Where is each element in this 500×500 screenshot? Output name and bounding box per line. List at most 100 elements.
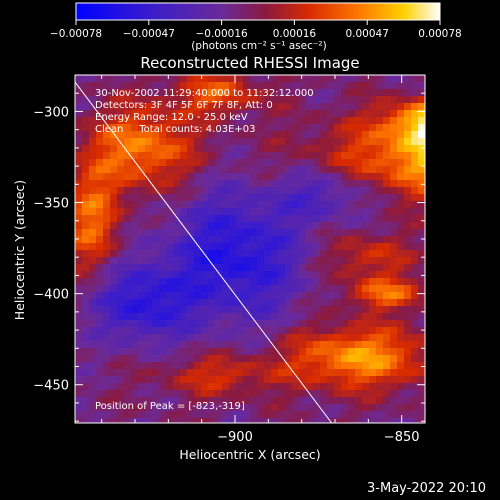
- heatmap-cell: [96, 124, 104, 132]
- heatmap-cell: [355, 411, 363, 419]
- heatmap-cell: [250, 397, 258, 405]
- heatmap-cell: [201, 299, 209, 307]
- heatmap-cell: [96, 313, 104, 321]
- heatmap-cell: [166, 180, 174, 188]
- heatmap-cell: [110, 82, 118, 90]
- heatmap-cell: [117, 327, 125, 335]
- heatmap-cell: [222, 250, 230, 258]
- heatmap-cell: [369, 180, 377, 188]
- heatmap-cell: [341, 222, 349, 230]
- heatmap-cell: [334, 299, 342, 307]
- heatmap-cell: [208, 187, 216, 195]
- heatmap-cell: [82, 397, 90, 405]
- heatmap-cell: [89, 327, 97, 335]
- heatmap-cell: [75, 103, 83, 111]
- heatmap-cell: [348, 173, 356, 181]
- heatmap-cell: [355, 201, 363, 209]
- heatmap-cell: [152, 278, 160, 286]
- heatmap-cell: [418, 397, 425, 405]
- heatmap-cell: [285, 271, 293, 279]
- heatmap-cell: [215, 320, 223, 328]
- heatmap-cell: [152, 264, 160, 272]
- heatmap-cell: [173, 208, 181, 216]
- heatmap-cell: [236, 138, 244, 146]
- heatmap-cell: [208, 229, 216, 237]
- heatmap-cell: [138, 82, 146, 90]
- heatmap-cell: [110, 124, 118, 132]
- heatmap-cell: [243, 418, 251, 423]
- heatmap-cell: [299, 138, 307, 146]
- heatmap-cell: [82, 138, 90, 146]
- heatmap-cell: [89, 418, 97, 423]
- heatmap-cell: [124, 390, 132, 398]
- heatmap-cell: [250, 229, 258, 237]
- heatmap-cell: [166, 159, 174, 167]
- heatmap-cell: [117, 320, 125, 328]
- heatmap-cell: [390, 110, 398, 118]
- heatmap-cell: [313, 397, 321, 405]
- colorbar-tick-label: −0.00047: [123, 28, 175, 40]
- heatmap-cell: [201, 334, 209, 342]
- heatmap-cell: [250, 180, 258, 188]
- heatmap-cell: [418, 271, 425, 279]
- heatmap-cell: [278, 355, 286, 363]
- heatmap-cell: [103, 327, 111, 335]
- heatmap-cell: [229, 271, 237, 279]
- heatmap-cell: [131, 180, 139, 188]
- heatmap-cell: [103, 110, 111, 118]
- heatmap-cell: [236, 159, 244, 167]
- heatmap-cell: [208, 278, 216, 286]
- heatmap-cell: [348, 82, 356, 90]
- heatmap-cell: [411, 418, 419, 423]
- heatmap-cell: [334, 229, 342, 237]
- heatmap-cell: [131, 145, 139, 153]
- heatmap-cell: [334, 369, 342, 377]
- heatmap-cell: [166, 397, 174, 405]
- heatmap-cell: [383, 355, 391, 363]
- heatmap-cell: [166, 243, 174, 251]
- heatmap-cell: [341, 369, 349, 377]
- heatmap-cell: [348, 229, 356, 237]
- heatmap-cell: [250, 243, 258, 251]
- heatmap-cell: [215, 159, 223, 167]
- heatmap-cell: [96, 82, 104, 90]
- heatmap-cell: [250, 222, 258, 230]
- heatmap-cell: [145, 327, 153, 335]
- heatmap-cell: [166, 334, 174, 342]
- heatmap-cell: [110, 355, 118, 363]
- colorbar-tick-label: 0.00078: [418, 28, 461, 40]
- heatmap-cell: [292, 334, 300, 342]
- heatmap-cell: [320, 215, 328, 223]
- heatmap-cell: [131, 369, 139, 377]
- heatmap-cell: [376, 194, 384, 202]
- heatmap-cell: [236, 201, 244, 209]
- heatmap-cell: [194, 152, 202, 160]
- heatmap-cell: [201, 313, 209, 321]
- heatmap-cell: [383, 152, 391, 160]
- heatmap-cell: [75, 306, 83, 314]
- heatmap-cell: [201, 341, 209, 349]
- heatmap-cell: [229, 208, 237, 216]
- heatmap-cell: [124, 229, 132, 237]
- heatmap-cell: [194, 110, 202, 118]
- heatmap-cell: [173, 306, 181, 314]
- heatmap-cell: [390, 355, 398, 363]
- heatmap-cell: [250, 110, 258, 118]
- heatmap-cell: [124, 418, 132, 423]
- heatmap-cell: [110, 222, 118, 230]
- heatmap-cell: [278, 320, 286, 328]
- heatmap-cell: [159, 341, 167, 349]
- heatmap-cell: [320, 124, 328, 132]
- heatmap-cell: [264, 75, 272, 83]
- heatmap-cell: [348, 187, 356, 195]
- heatmap-cell: [229, 306, 237, 314]
- heatmap-cell: [341, 215, 349, 223]
- heatmap-cell: [320, 201, 328, 209]
- heatmap-cell: [292, 89, 300, 97]
- heatmap-cell: [222, 201, 230, 209]
- heatmap-cell: [334, 222, 342, 230]
- heatmap-cell: [355, 166, 363, 174]
- heatmap-cell: [152, 313, 160, 321]
- heatmap-cell: [208, 96, 216, 104]
- heatmap-cell: [89, 355, 97, 363]
